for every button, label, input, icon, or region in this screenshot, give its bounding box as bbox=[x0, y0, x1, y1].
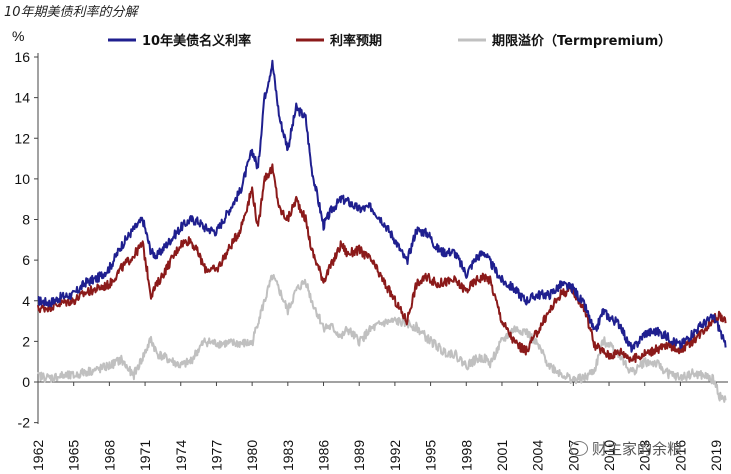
y-tick-label: -2 bbox=[18, 415, 31, 431]
x-tick-label: 1980 bbox=[244, 440, 260, 471]
legend: 10年美债名义利率 利率预期 期限溢价（Termpremium） bbox=[108, 33, 671, 49]
y-tick-label: 10 bbox=[14, 171, 30, 187]
x-tick-label: 1965 bbox=[66, 440, 82, 471]
y-tick-label: 6 bbox=[22, 252, 30, 268]
y-axis-unit: % bbox=[12, 28, 24, 44]
x-tick-label: 1977 bbox=[208, 440, 224, 471]
y-tick-label: 14 bbox=[14, 90, 30, 106]
series-line bbox=[37, 163, 727, 363]
wechat-icon bbox=[570, 441, 588, 456]
y-tick-label: 12 bbox=[14, 130, 30, 146]
x-tick-label: 2013 bbox=[637, 440, 653, 471]
y-axis-ticks: -2 0 2 4 6 8 10 12 14 16 bbox=[14, 49, 38, 431]
legend-label: 期限溢价（Termpremium） bbox=[492, 33, 671, 49]
x-tick-label: 2004 bbox=[530, 440, 546, 471]
y-tick-label: 8 bbox=[22, 212, 30, 228]
axes bbox=[37, 53, 728, 424]
x-tick-label: 1998 bbox=[458, 440, 474, 471]
series-line bbox=[37, 59, 727, 353]
chart-title: 10年期美债利率的分解 bbox=[4, 5, 138, 20]
x-tick-label: 1974 bbox=[173, 440, 189, 471]
x-tick-label: 1971 bbox=[137, 440, 153, 471]
x-tick-label: 2019 bbox=[708, 440, 724, 471]
x-tick-label: 1989 bbox=[351, 440, 367, 471]
x-tick-label: 1983 bbox=[280, 440, 296, 471]
watermark: 财主家的余粮 bbox=[570, 438, 682, 459]
x-tick-label: 2001 bbox=[494, 440, 510, 471]
y-tick-label: 16 bbox=[14, 49, 30, 65]
y-tick-label: 0 bbox=[22, 374, 30, 390]
x-tick-label: 1995 bbox=[423, 440, 439, 471]
x-tick-label: 1986 bbox=[316, 440, 332, 471]
series-lines bbox=[37, 59, 727, 403]
x-tick-label: 1962 bbox=[30, 440, 46, 471]
legend-label: 利率预期 bbox=[330, 33, 382, 49]
x-axis-ticks: 1962 1965 1968 1971 1974 1977 1980 1983 1986 1989… bbox=[30, 382, 724, 471]
watermark-text: 财主家的余粮 bbox=[592, 440, 683, 458]
y-tick-label: 2 bbox=[22, 333, 30, 349]
legend-label: 10年美债名义利率 bbox=[142, 33, 251, 49]
series-line bbox=[37, 274, 727, 403]
x-tick-label: 1968 bbox=[101, 440, 117, 471]
x-tick-label: 2010 bbox=[601, 440, 617, 471]
x-tick-label: 2016 bbox=[672, 440, 688, 471]
y-tick-label: 4 bbox=[22, 293, 30, 309]
x-tick-label: 1992 bbox=[387, 440, 403, 471]
